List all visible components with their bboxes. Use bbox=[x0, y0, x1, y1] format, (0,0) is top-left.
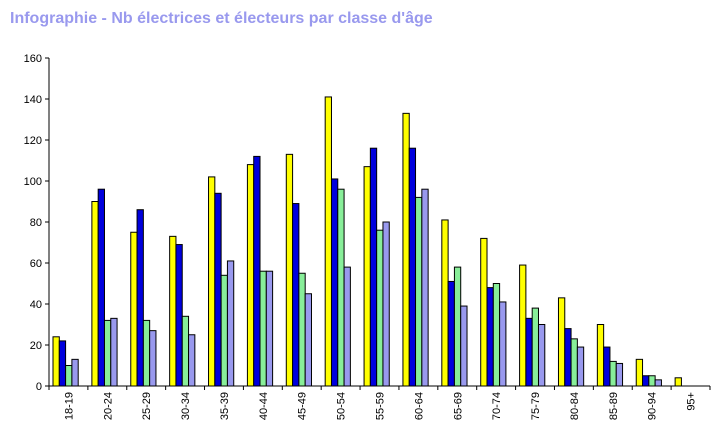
bar-90-94-s3 bbox=[648, 375, 656, 387]
x-tick-label: 65-69 bbox=[452, 392, 464, 420]
bar-85-89-s1 bbox=[596, 324, 605, 387]
y-tick-label: 0 bbox=[36, 381, 42, 393]
bar-25-29-s2 bbox=[136, 209, 144, 387]
bar-60-64-s1 bbox=[402, 112, 410, 387]
bar-20-24-s4 bbox=[110, 317, 118, 387]
bar-25-29-s1 bbox=[130, 231, 138, 387]
bar-30-34-s1 bbox=[169, 235, 177, 387]
x-tick-label: 75-79 bbox=[530, 392, 542, 420]
bar-80-84-s2 bbox=[564, 328, 572, 387]
x-tick-label: 35-39 bbox=[219, 392, 231, 420]
y-tick-label: 100 bbox=[24, 176, 42, 188]
chart-title: Infographie - Nb électrices et électeurs… bbox=[10, 10, 433, 27]
y-tick-label: 120 bbox=[24, 135, 42, 147]
x-tick-label: 18-19 bbox=[63, 392, 75, 420]
bar-65-69-s2 bbox=[447, 280, 455, 387]
tick-labels-group: 0 20 40 60 80 100 120 140 160 18-19 20-24 25-29 30-3… bbox=[24, 53, 698, 420]
bar-80-84-s4 bbox=[576, 346, 585, 387]
bar-18-19-s2 bbox=[58, 340, 67, 387]
x-tick-label: 55-59 bbox=[375, 392, 387, 420]
bar-90-94-s1 bbox=[635, 358, 644, 387]
x-tick-label: 20-24 bbox=[102, 392, 114, 420]
bar-25-29-s3 bbox=[142, 319, 151, 387]
x-tick-label: 85-89 bbox=[608, 392, 620, 420]
y-tick-label: 40 bbox=[30, 299, 42, 311]
bar-55-59-s2 bbox=[369, 147, 378, 387]
x-tick-label: 60-64 bbox=[413, 392, 425, 420]
bar-85-89-s3 bbox=[609, 360, 617, 387]
x-tick-label: 50-54 bbox=[336, 392, 348, 420]
bars-group bbox=[52, 96, 682, 387]
bar-45-49-s2 bbox=[292, 203, 300, 387]
bar-35-39-s1 bbox=[208, 176, 216, 387]
bar-60-64-s3 bbox=[415, 196, 423, 387]
bar-25-29-s4 bbox=[149, 330, 157, 387]
bar-75-79-s2 bbox=[525, 317, 533, 387]
bar-95+-s1 bbox=[674, 377, 682, 387]
bar-85-89-s4 bbox=[615, 362, 624, 387]
bar-65-69-s1 bbox=[441, 219, 449, 387]
bar-18-19-s3 bbox=[65, 365, 73, 387]
bar-70-74-s2 bbox=[486, 287, 494, 387]
x-tick-label: 30-34 bbox=[180, 392, 192, 420]
x-tick-label: 80-84 bbox=[569, 392, 581, 420]
bar-80-84-s1 bbox=[557, 297, 566, 387]
bar-18-19-s4 bbox=[71, 358, 79, 387]
x-tick-label: 40-44 bbox=[258, 392, 270, 420]
bar-55-59-s1 bbox=[363, 166, 371, 387]
bar-60-64-s2 bbox=[408, 147, 417, 387]
bar-90-94-s2 bbox=[642, 375, 650, 387]
bar-75-79-s3 bbox=[531, 307, 539, 387]
x-tick-label: 45-49 bbox=[297, 392, 309, 420]
bar-75-79-s1 bbox=[519, 264, 527, 387]
bar-35-39-s3 bbox=[220, 274, 228, 387]
bar-35-39-s4 bbox=[226, 260, 235, 387]
bar-60-64-s4 bbox=[421, 188, 429, 387]
bar-70-74-s1 bbox=[480, 237, 488, 387]
bar-45-49-s4 bbox=[304, 293, 312, 387]
x-tick-label: 95+ bbox=[686, 392, 698, 411]
bar-70-74-s4 bbox=[499, 301, 507, 387]
bar-35-39-s2 bbox=[214, 192, 222, 387]
bar-20-24-s2 bbox=[97, 188, 105, 387]
bar-50-54-s2 bbox=[330, 178, 339, 387]
bar-65-69-s4 bbox=[460, 305, 468, 387]
y-tick-label: 80 bbox=[30, 217, 42, 229]
bar-85-89-s2 bbox=[603, 346, 611, 387]
x-tick-label: 25-29 bbox=[141, 392, 153, 420]
bar-50-54-s1 bbox=[324, 96, 332, 387]
y-tick-label: 160 bbox=[24, 53, 42, 65]
bar-65-69-s3 bbox=[453, 266, 462, 387]
bar-45-49-s3 bbox=[298, 272, 306, 387]
y-tick-label: 60 bbox=[30, 258, 42, 270]
bar-30-34-s4 bbox=[188, 334, 196, 387]
bar-40-44-s2 bbox=[253, 155, 261, 387]
y-tick-label: 140 bbox=[24, 94, 42, 106]
bar-20-24-s3 bbox=[103, 319, 112, 387]
x-tick-label: 90-94 bbox=[647, 392, 659, 420]
bar-90-94-s4 bbox=[654, 379, 662, 387]
bar-30-34-s2 bbox=[175, 244, 183, 387]
bar-18-19-s1 bbox=[52, 336, 60, 387]
bar-70-74-s3 bbox=[492, 283, 501, 387]
bar-20-24-s1 bbox=[91, 201, 99, 387]
bar-30-34-s3 bbox=[181, 315, 190, 387]
bar-50-54-s4 bbox=[343, 266, 351, 387]
bar-45-49-s1 bbox=[285, 153, 294, 387]
axes-group bbox=[45, 57, 711, 390]
bar-50-54-s3 bbox=[337, 188, 345, 387]
bar-40-44-s4 bbox=[265, 270, 274, 387]
bar-55-59-s3 bbox=[376, 229, 384, 387]
bar-40-44-s1 bbox=[246, 164, 255, 387]
bar-75-79-s4 bbox=[537, 324, 546, 387]
bar-40-44-s3 bbox=[259, 270, 267, 387]
bar-80-84-s3 bbox=[570, 338, 578, 387]
y-tick-label: 20 bbox=[30, 340, 42, 352]
x-tick-label: 70-74 bbox=[491, 392, 503, 420]
bar-55-59-s4 bbox=[382, 221, 390, 387]
